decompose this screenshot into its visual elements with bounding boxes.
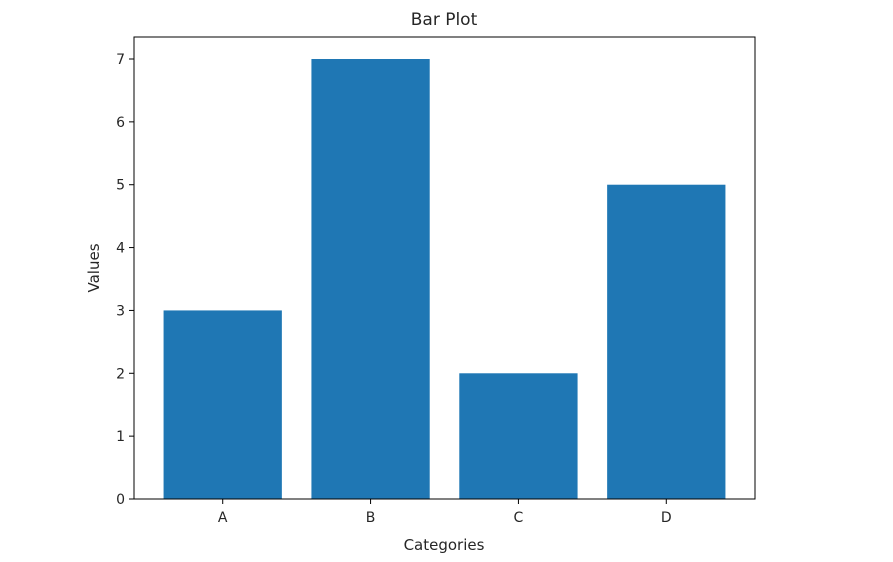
y-tick-label: 5 <box>116 178 125 194</box>
x-tick-label: A <box>218 510 228 526</box>
bar-d <box>607 184 726 499</box>
x-tick-label: B <box>366 510 376 526</box>
y-tick-label: 2 <box>116 366 125 382</box>
y-tick-label: 7 <box>116 52 125 68</box>
y-tick-label: 3 <box>116 303 125 319</box>
bar-a <box>163 310 282 499</box>
bars-group <box>163 59 726 499</box>
bar-c <box>459 373 578 499</box>
y-tick-label: 6 <box>116 115 125 131</box>
bar-b <box>311 59 430 499</box>
y-tick-label: 0 <box>116 492 125 508</box>
chart-title: Bar Plot <box>411 10 478 30</box>
y-tick-label: 1 <box>116 429 125 445</box>
y-tick-label: 4 <box>116 241 125 257</box>
plot-frame <box>133 36 756 500</box>
y-axis-label: Values <box>85 243 103 292</box>
y-axis-ticks: 0 1 2 3 4 5 6 7 <box>116 52 134 508</box>
x-axis-label: Categories <box>404 536 485 554</box>
x-tick-label: D <box>661 510 672 526</box>
x-tick-label: C <box>514 510 524 526</box>
x-axis-ticks: A B C D <box>218 499 672 526</box>
